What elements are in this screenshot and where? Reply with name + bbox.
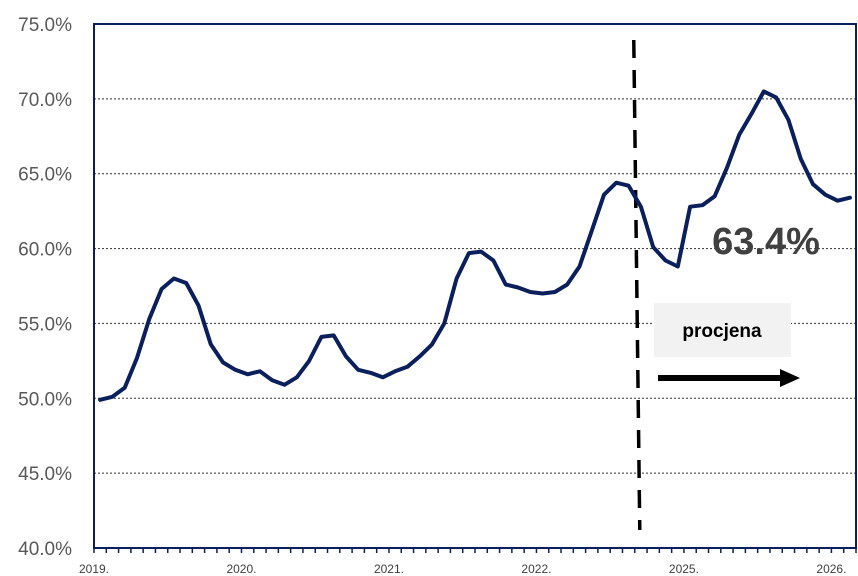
- y-tick-label: 55.0%: [18, 314, 72, 335]
- data-point: [295, 375, 299, 379]
- data-point: [209, 342, 213, 346]
- data-point: [725, 166, 729, 170]
- data-point: [307, 359, 311, 363]
- data-point: [639, 205, 643, 209]
- forecast-label: procjena: [682, 321, 762, 342]
- data-point: [504, 283, 508, 287]
- data-point: [602, 193, 606, 197]
- data-point: [541, 291, 545, 295]
- data-point: [258, 369, 262, 373]
- data-point: [442, 321, 446, 325]
- data-point: [688, 205, 692, 209]
- data-point: [627, 184, 631, 188]
- series-points: [98, 89, 852, 402]
- data-point: [369, 371, 373, 375]
- data-point: [467, 251, 471, 255]
- data-point: [786, 118, 790, 122]
- data-point: [455, 277, 459, 281]
- data-point: [233, 368, 237, 372]
- data-point: [393, 369, 397, 373]
- data-point: [700, 203, 704, 207]
- data-point: [123, 386, 127, 390]
- data-point: [344, 354, 348, 358]
- data-point: [713, 194, 717, 198]
- data-point: [246, 372, 250, 376]
- data-point: [172, 277, 176, 281]
- data-point: [762, 89, 766, 93]
- data-point: [135, 356, 139, 360]
- gridlines: [94, 98, 856, 474]
- data-point: [774, 95, 778, 99]
- data-point: [110, 395, 114, 399]
- y-tick-label: 75.0%: [18, 15, 72, 36]
- data-point: [676, 265, 680, 269]
- y-tick-label: 40.0%: [18, 539, 72, 560]
- y-tick-label: 60.0%: [18, 240, 72, 261]
- data-point: [528, 290, 532, 294]
- data-point: [147, 317, 151, 321]
- forecast-divider-line: [632, 39, 642, 531]
- data-point: [614, 181, 618, 185]
- data-point: [836, 199, 840, 203]
- y-tick-label: 45.0%: [18, 464, 72, 485]
- forecast-label-box: [654, 303, 791, 357]
- data-point: [430, 342, 434, 346]
- data-point: [356, 368, 360, 372]
- data-point: [848, 196, 852, 200]
- data-point: [811, 182, 815, 186]
- plot-frame: [93, 23, 857, 549]
- data-point: [319, 335, 323, 339]
- data-point: [98, 398, 102, 402]
- data-point: [405, 365, 409, 369]
- x-tick-label: 2020.: [226, 562, 256, 576]
- data-point: [491, 259, 495, 263]
- x-axis-ticks: [93, 548, 857, 553]
- x-tick-label: 2022.: [521, 562, 551, 576]
- x-tick-label: 2026.: [816, 562, 846, 576]
- y-tick-label: 70.0%: [18, 90, 72, 111]
- data-point: [270, 378, 274, 382]
- data-point: [553, 290, 557, 294]
- data-point: [750, 112, 754, 116]
- x-axis-tick-labels: 2019. 2020. 2021. 2022. 2025. 2026.: [79, 562, 846, 576]
- last-value-label: 63.4%: [712, 221, 820, 263]
- data-point: [160, 287, 164, 291]
- y-tick-label: 65.0%: [18, 165, 72, 186]
- x-tick-label: 2025.: [669, 562, 699, 576]
- data-point: [184, 281, 188, 285]
- y-tick-label: 50.0%: [18, 389, 72, 410]
- data-point: [737, 133, 741, 137]
- x-tick-label: 2021.: [374, 562, 404, 576]
- data-point: [381, 375, 385, 379]
- data-point: [799, 157, 803, 161]
- data-point: [418, 354, 422, 358]
- data-point: [577, 265, 581, 269]
- data-point: [565, 283, 569, 287]
- data-point: [516, 285, 520, 289]
- data-point: [664, 259, 667, 263]
- data-point: [332, 333, 336, 337]
- forecast-arrow-head: [780, 369, 800, 387]
- x-tick-label: 2019.: [79, 562, 109, 576]
- data-point: [590, 229, 594, 233]
- data-point: [479, 250, 483, 254]
- data-point: [221, 360, 225, 364]
- data-point: [283, 383, 286, 387]
- data-point: [823, 193, 827, 197]
- data-point: [196, 303, 200, 307]
- series-line: [98, 89, 852, 402]
- data-point: [651, 245, 655, 249]
- y-axis-tick-labels: 40.0% 45.0% 50.0% 55.0% 60.0% 65.0% 70.0% 75.0%: [18, 15, 72, 560]
